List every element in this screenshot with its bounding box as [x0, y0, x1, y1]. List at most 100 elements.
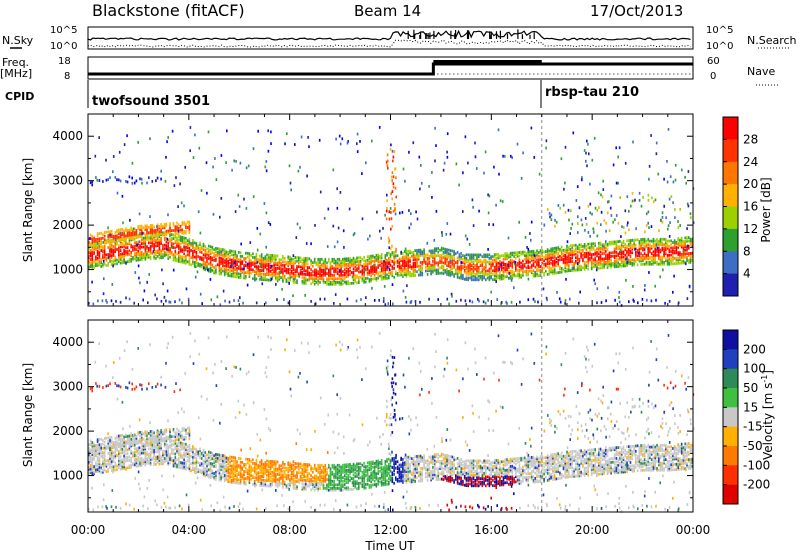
power-cell [522, 265, 524, 268]
power-cell [633, 261, 635, 265]
power-cell [326, 279, 328, 283]
power-cell [245, 276, 247, 280]
power-cell [365, 161, 367, 165]
power-cell [223, 269, 226, 273]
power-cell [530, 220, 533, 224]
power-cell [557, 258, 559, 262]
power-cell [215, 248, 217, 252]
power-cell [105, 158, 107, 162]
power-cell [472, 271, 475, 275]
power-cell [666, 246, 669, 250]
power-cell [575, 256, 577, 260]
velocity-cell [140, 460, 143, 464]
power-cell [204, 252, 207, 256]
power-cell [689, 241, 692, 245]
power-cell [467, 271, 469, 275]
power-cell [287, 255, 289, 259]
power-cell [474, 267, 476, 271]
power-cell [684, 175, 686, 179]
power-cell [102, 255, 104, 259]
power-cell [310, 300, 312, 303]
velocity-cell [130, 449, 132, 453]
power-cell [606, 253, 609, 257]
power-cell [282, 274, 284, 278]
power-cell [206, 265, 208, 269]
power-cell [102, 263, 104, 266]
power-cell [155, 230, 157, 234]
power-cell [352, 267, 355, 271]
power-cell [340, 272, 342, 275]
power-cell [271, 259, 274, 263]
velocity-cell [102, 469, 104, 472]
power-cell [622, 261, 625, 264]
velocity-cell [98, 462, 101, 466]
power-cell [576, 258, 579, 261]
power-cell [638, 245, 641, 249]
freq-unit-label: [MHz] [0, 67, 32, 80]
power-cell [613, 242, 616, 245]
power-cell [377, 264, 379, 267]
power-cell [428, 267, 431, 271]
power-cell [608, 200, 610, 203]
power-cell [231, 263, 234, 267]
power-cell [286, 132, 288, 136]
power-cell [490, 255, 492, 259]
power-cell [644, 230, 646, 234]
power-cell [308, 276, 311, 280]
power-cell [643, 245, 646, 248]
power-cell [133, 248, 136, 252]
power-cell [365, 280, 367, 284]
power-cell [666, 243, 669, 247]
power-cell [301, 263, 304, 267]
velocity-cell [91, 460, 94, 463]
power-cell [612, 262, 614, 265]
power-cell [382, 270, 385, 274]
power-cell [163, 250, 166, 254]
power-cell [162, 247, 164, 251]
power-cell [298, 272, 300, 276]
power-cell [165, 299, 167, 303]
power-cell [587, 258, 589, 262]
power-cell [356, 281, 358, 285]
power-cell [613, 251, 616, 254]
power-cell [211, 269, 214, 272]
power-cell [643, 252, 646, 255]
power-cell [493, 258, 496, 262]
power-cell [550, 213, 553, 217]
power-cell [668, 248, 671, 252]
power-cell [619, 240, 621, 243]
power-cell [497, 254, 499, 258]
velocity-cell [176, 458, 178, 462]
power-cell [270, 130, 272, 134]
power-cell [121, 233, 124, 237]
power-cell [469, 273, 471, 276]
power-cell [456, 268, 459, 272]
power-cell [179, 182, 181, 186]
power-cell [488, 253, 491, 257]
power-cell [283, 257, 286, 260]
power-cell [553, 262, 556, 266]
power-cell [650, 262, 653, 266]
velocity-cell [178, 458, 180, 462]
power-cell [541, 249, 544, 252]
power-cell [548, 269, 551, 272]
power-cell [109, 251, 111, 254]
velocity-cell [98, 460, 101, 464]
power-cell [506, 275, 508, 279]
power-cell [275, 256, 277, 259]
power-cell [527, 250, 529, 254]
power-cell [278, 258, 281, 262]
power-cell [446, 155, 449, 159]
power-cell [633, 260, 635, 263]
velocity-cell [181, 445, 184, 449]
power-cell [219, 303, 222, 307]
power-cell [629, 262, 632, 265]
power-cell [317, 261, 319, 265]
velocity-cell [183, 442, 185, 446]
power-cell [234, 275, 237, 279]
power-cell [335, 265, 337, 268]
power-cell [368, 278, 371, 281]
power-cell [156, 227, 159, 230]
velocity-cell [172, 459, 175, 462]
power-cell [409, 274, 411, 278]
